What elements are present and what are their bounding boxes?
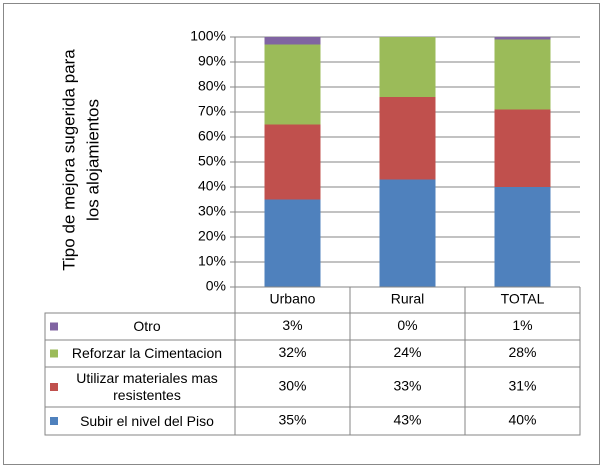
- legend-swatch: [50, 383, 58, 391]
- bar-segment: [264, 124, 321, 200]
- bar-segment: [494, 39, 551, 110]
- legend-swatch: [50, 322, 58, 331]
- legend-label: Subir el nivel del Piso: [80, 412, 214, 429]
- y-tick-label: 40%: [198, 178, 226, 194]
- data-label: 31%: [508, 378, 536, 394]
- bar-segment: [264, 199, 321, 287]
- bar-segment: [379, 179, 436, 287]
- y-tick-label: 70%: [198, 103, 226, 119]
- y-tick-label: 0%: [206, 278, 226, 294]
- data-label: 28%: [508, 344, 536, 360]
- y-tick-label: 30%: [198, 203, 226, 219]
- bar-segment: [494, 187, 551, 287]
- y-tick-label: 20%: [198, 228, 226, 244]
- legend-cell: Otro: [133, 318, 161, 334]
- bar-segment: [264, 37, 321, 45]
- y-axis-label: Tipo de mejora sugerida para: [59, 49, 78, 271]
- data-label: 0%: [397, 317, 417, 333]
- data-label: 30%: [278, 378, 306, 394]
- bar-segment: [379, 97, 436, 180]
- data-label: 33%: [393, 378, 421, 394]
- data-label: 40%: [508, 412, 536, 428]
- legend-label: Otro: [133, 318, 161, 334]
- x-tick-label: TOTAL: [501, 291, 545, 307]
- legend-label: Reforzar la Cimentacion: [71, 345, 223, 361]
- x-tick-label: Rural: [391, 291, 424, 307]
- y-tick-label: 60%: [198, 128, 226, 144]
- legend-cell: Reforzar la Cimentacion: [71, 345, 223, 361]
- data-label: 1%: [512, 317, 532, 333]
- y-tick-label: 80%: [198, 78, 226, 94]
- legend-cell: Utilizar materiales mas resistentes: [76, 370, 218, 403]
- data-label: 35%: [278, 412, 306, 428]
- bar-segment: [494, 109, 551, 187]
- y-tick-label: 90%: [198, 53, 226, 69]
- y-tick-label: 100%: [190, 28, 226, 44]
- y-tick-label: 10%: [198, 253, 226, 269]
- x-tick-label: Urbano: [270, 291, 316, 307]
- bar-segment: [494, 37, 551, 40]
- data-label: 24%: [393, 344, 421, 360]
- bar-segment: [379, 37, 436, 97]
- legend-swatch: [50, 349, 58, 358]
- legend-label: Utilizar materiales mas resistentes: [76, 370, 218, 403]
- data-label: 32%: [278, 344, 306, 360]
- legend-cell: Subir el nivel del Piso: [80, 412, 214, 429]
- bar-segment: [264, 44, 321, 125]
- legend-swatch: [50, 417, 58, 425]
- data-label: 43%: [393, 412, 421, 428]
- data-label: 3%: [282, 317, 302, 333]
- y-tick-label: 50%: [198, 153, 226, 169]
- y-axis-label: los alojamientos: [83, 99, 102, 221]
